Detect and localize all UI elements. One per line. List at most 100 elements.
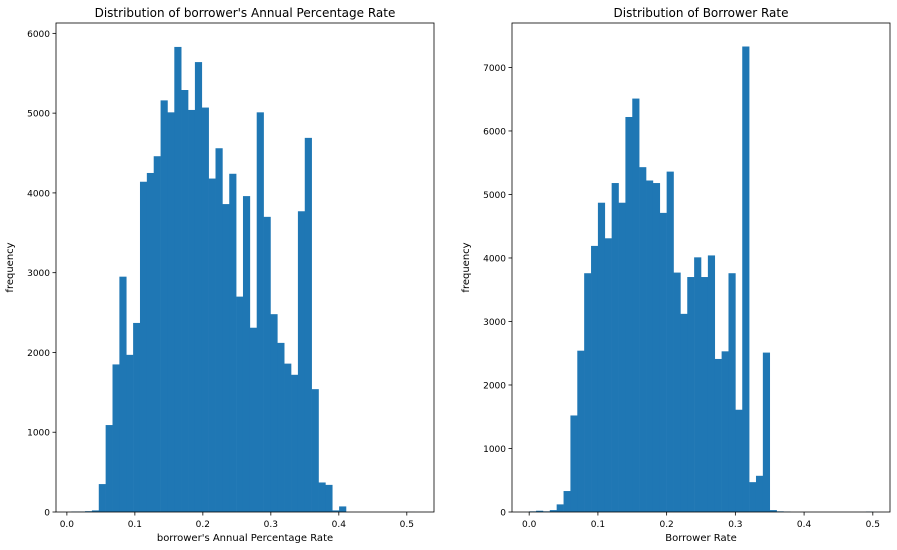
rate-bar-10 [597,202,606,512]
apr-ytick-label: 6000 [27,30,50,40]
apr-bar-6 [112,364,120,512]
apr-bar-24 [236,296,244,512]
apr-bar-11 [146,172,155,512]
rate-xtick-label: 0.3 [728,520,742,530]
apr-bar-13 [160,100,168,512]
rate-xtick-label: 0.2 [659,520,673,530]
apr-bar-23 [229,173,237,512]
rate-histogram: 0.0 0.1 0.2 0.3 0.4 0.5 0 1000 2000 3000 4000 5000 6… [461,6,891,544]
rate-bar-3 [549,510,557,512]
apr-ytick-label: 0 [44,509,50,519]
rate-plot-frame [511,22,891,513]
rate-bar-26 [707,255,716,512]
apr-bar-37 [325,484,333,512]
apr-xtick-label: 0.2 [196,520,210,530]
rate-bar-21 [673,272,681,512]
rate-bar-32 [749,482,757,512]
rate-bar-12 [611,183,619,513]
rate-bar-6 [570,415,578,512]
apr-bar-25 [242,196,251,512]
rate-bar-33 [755,475,764,512]
rate-bar-13 [618,202,626,512]
rate-ytick-label: 1000 [483,445,506,455]
apr-xtick-label: 0.0 [60,520,75,530]
rate-ytick-label: 5000 [483,191,506,201]
apr-bar-15 [174,46,182,513]
apr-bar-20 [208,178,216,513]
apr-bar-7 [119,276,127,512]
rate-bar-4 [556,504,564,512]
apr-xtick-label: 0.4 [332,520,347,530]
rate-bar-7 [577,350,585,512]
rate-bar-11 [604,238,612,513]
apr-ytick-label: 5000 [27,110,50,120]
rate-bar-28 [721,351,729,512]
rate-ytick-label: 3000 [483,318,506,328]
apr-bar-26 [249,327,258,512]
apr-ytick-label: 4000 [27,189,50,199]
rate-bar-19 [659,212,667,512]
apr-ytick-label: 2000 [27,349,50,359]
apr-bar-5 [105,425,113,512]
rate-bar-9 [591,245,599,512]
apr-xtick-label: 0.1 [128,520,142,530]
rate-bar-27 [714,358,722,512]
rate-ytick-label: 6000 [483,127,506,137]
apr-bar-3 [91,510,100,512]
rate-xtick-label: 0.0 [522,520,537,530]
rate-xtick-label: 0.1 [591,520,605,530]
rate-bar-25 [701,277,709,512]
rate-bar-5 [563,491,571,512]
apr-bar-19 [201,107,209,512]
rate-ytick-label: 7000 [483,64,506,74]
apr-bar-4 [98,484,106,512]
rate-bar-22 [680,313,688,512]
rate-bar-20 [666,171,674,513]
apr-bar-34 [304,137,312,512]
apr-bar-39 [339,506,347,512]
apr-ytick-label: 3000 [27,269,50,279]
rate-ytick-label: 4000 [483,254,506,264]
apr-plot-frame [55,22,435,513]
rate-bar-31 [742,46,750,512]
apr-bar-36 [318,482,326,512]
apr-bar-17 [188,109,196,512]
apr-bar-12 [153,156,161,512]
apr-bar-35 [311,389,319,512]
apr-bar-22 [222,204,230,512]
apr-bar-14 [167,112,175,512]
rate-xtick-label: 0.5 [866,520,880,530]
apr-x-axis-label: borrower's Annual Percentage Rate [157,533,333,544]
apr-bar-27 [256,112,264,512]
apr-bar-33 [297,211,306,512]
rate-bar-15 [632,98,640,512]
rate-bar-14 [625,116,633,513]
rate-chart-title: Distribution of Borrower Rate [614,6,789,20]
apr-bar-8 [126,354,134,512]
apr-histogram: 0.0 0.1 0.2 0.3 0.4 0.5 0 1000 2000 3000 4000 5000 6… [5,6,435,544]
apr-y-axis-label: frequency [5,242,16,292]
rate-bar-29 [728,273,736,512]
apr-bar-16 [181,90,189,512]
apr-bar-29 [270,314,278,512]
rate-ytick-label: 2000 [483,381,506,391]
apr-bar-18 [194,62,203,513]
rate-bar-18 [652,183,661,513]
rate-bar-16 [639,167,647,512]
apr-bar-28 [263,216,271,512]
rate-bar-34 [762,352,771,512]
rate-y-axis-label: frequency [461,242,472,292]
rate-bar-35 [769,510,777,512]
apr-xtick-label: 0.5 [400,520,414,530]
apr-ytick-label: 1000 [27,429,50,439]
apr-xtick-label: 0.3 [264,520,278,530]
apr-chart-title: Distribution of borrower's Annual Percen… [95,6,396,20]
apr-bar-31 [284,363,292,512]
rate-bar-24 [694,257,702,512]
rate-xtick-label: 0.4 [797,520,812,530]
rate-bar-1 [536,510,544,512]
rate-bar-17 [646,180,654,512]
apr-bar-38 [332,510,340,512]
rate-bar-8 [584,273,592,512]
